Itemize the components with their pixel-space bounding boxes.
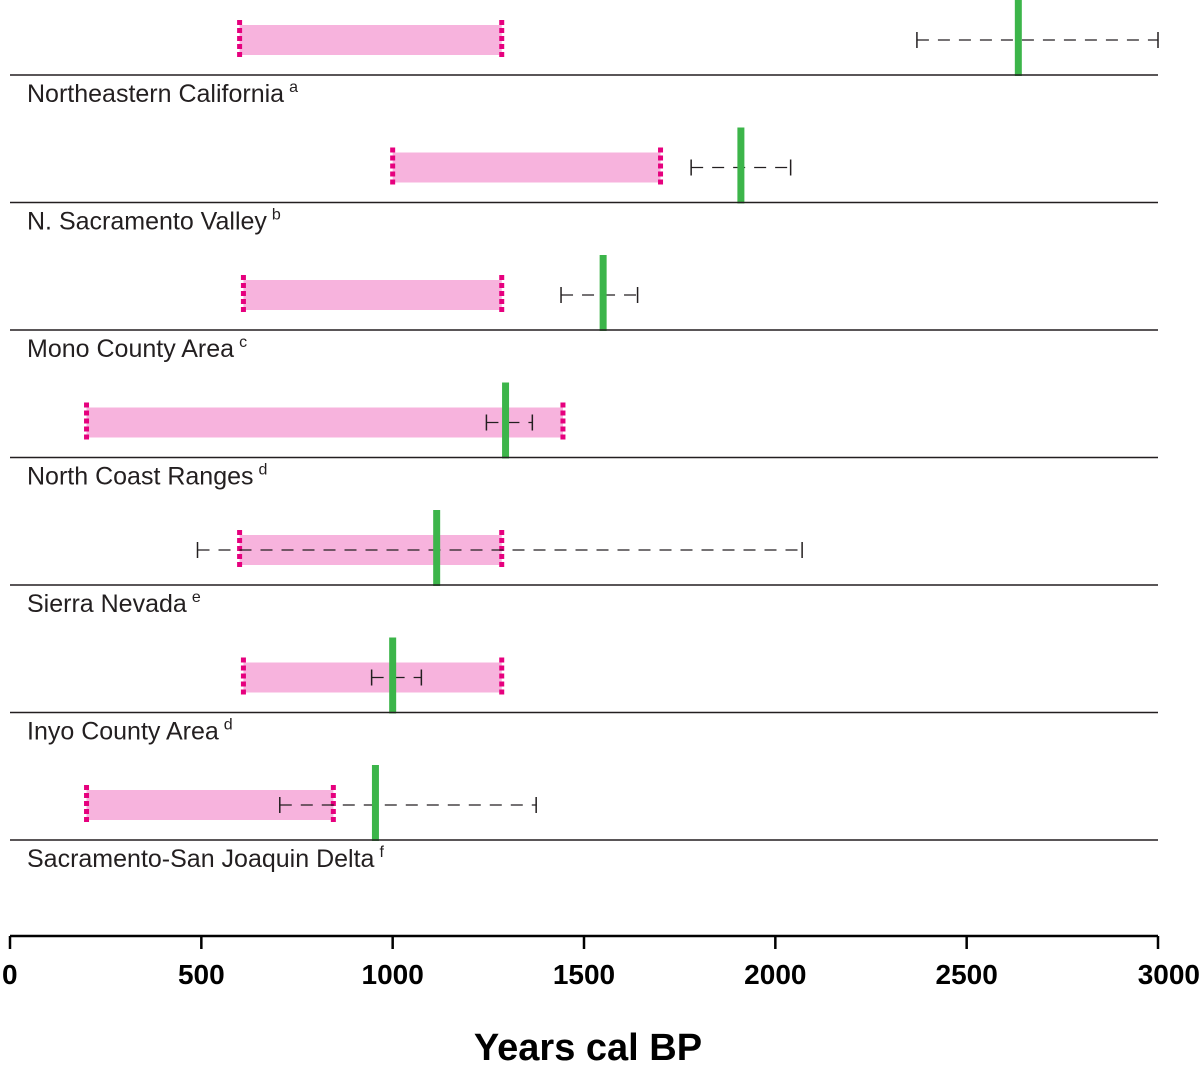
row-label-footnote: b — [272, 207, 281, 224]
row-label-footnote: d — [224, 717, 233, 734]
row-label-text: N. Sacramento Valley — [27, 208, 267, 236]
row-label: Northeastern California a — [27, 79, 298, 108]
range-bar — [392, 152, 661, 183]
row-label: Sacramento-San Joaquin Delta f — [27, 844, 384, 873]
series-row: Mono County Area c — [10, 255, 1158, 363]
row-label-footnote: c — [239, 334, 247, 351]
row-label-footnote: e — [192, 589, 201, 606]
row-label-text: Sierra Nevada — [27, 590, 187, 618]
row-label-text: Inyo County Area — [27, 718, 219, 746]
row-label: Mono County Area c — [27, 334, 247, 363]
series-row: North Coast Ranges d — [10, 382, 1158, 491]
series-row: Sacramento-San Joaquin Delta f — [10, 765, 1158, 873]
series-row: Northeastern California a — [10, 0, 1159, 108]
range-bar — [86, 407, 563, 438]
x-tick-label: 1000 — [362, 959, 424, 990]
x-tick-label: 500 — [178, 959, 225, 990]
row-label-text: North Coast Ranges — [27, 463, 254, 491]
x-tick-label: 1500 — [553, 959, 615, 990]
x-tick-label: 3000 — [1138, 959, 1200, 990]
row-label-footnote: d — [259, 462, 268, 479]
row-label: Inyo County Area d — [27, 717, 233, 746]
range-bar — [243, 280, 502, 310]
row-label-text: Northeastern California — [27, 80, 284, 108]
row-label-footnote: f — [379, 844, 384, 861]
x-tick-label: 0 — [2, 959, 18, 990]
series-row: Sierra Nevada e — [10, 510, 1158, 618]
range-bar — [239, 25, 502, 55]
series-row: Inyo County Area d — [10, 637, 1158, 746]
series-row: N. Sacramento Valley b — [10, 127, 1158, 236]
x-axis-title: Years cal BP — [474, 1027, 702, 1069]
row-label: North Coast Ranges d — [27, 462, 267, 491]
row-label-text: Sacramento-San Joaquin Delta — [27, 845, 375, 873]
x-tick-label: 2500 — [936, 959, 998, 990]
x-axis: 0 500 1000 1500 2000 2500 3000 — [2, 934, 1200, 990]
x-tick-label: 2000 — [744, 959, 806, 990]
row-label: N. Sacramento Valley b — [27, 207, 281, 236]
range-bar — [86, 790, 334, 820]
row-label-footnote: a — [289, 79, 298, 96]
row-label-text: Mono County Area — [27, 335, 234, 363]
chart-rows: Northeastern California a N. Sacramento Va… — [10, 0, 1159, 873]
row-label: Sierra Nevada e — [27, 589, 201, 618]
